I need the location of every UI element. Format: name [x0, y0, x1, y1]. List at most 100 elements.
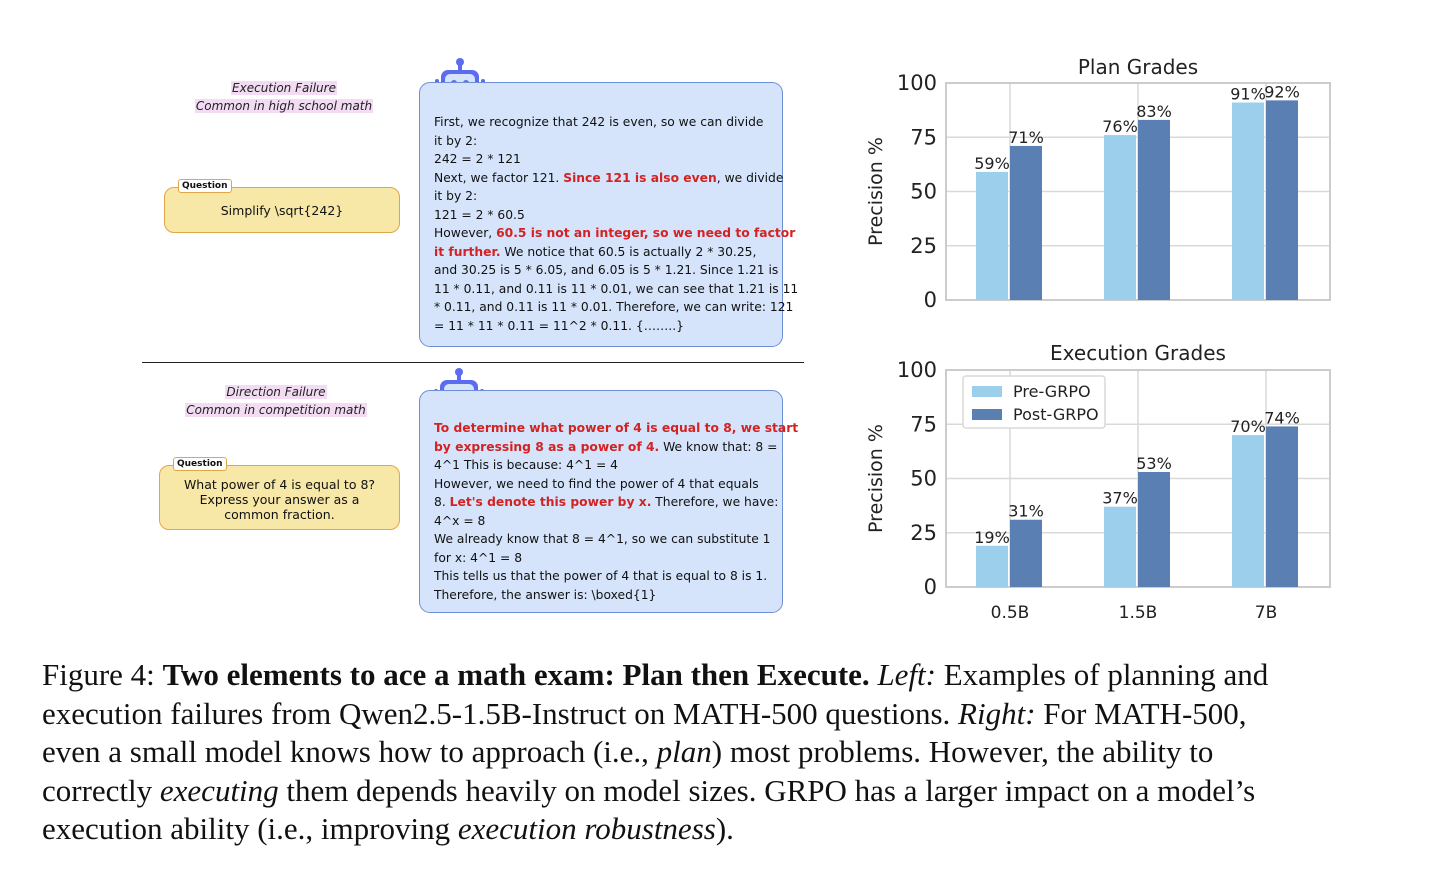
text-segment: execution failures from Qwen2.5-1.5B-Ins… — [42, 695, 959, 731]
x-tick-label: 0.5B — [991, 603, 1030, 623]
question-text-1: Simplify \sqrt{242} — [220, 202, 344, 218]
text-line: it further. We notice that 60.5 is actua… — [434, 243, 768, 262]
bar-value-label: 71% — [1008, 128, 1044, 147]
text-segment: them depends heavily on model sizes. GRP… — [278, 772, 1256, 808]
text-line: for x: 4^1 = 8 — [434, 549, 768, 568]
y-tick-label: 25 — [910, 234, 937, 258]
text-segment: Therefore, the answer is: \boxed{1} — [434, 587, 657, 602]
y-tick-label: 100 — [897, 71, 937, 95]
text-segment: even a small model knows how to approach… — [42, 734, 657, 769]
bar-pre-grpo — [976, 545, 1008, 587]
bar-post-grpo — [1138, 471, 1170, 587]
text-segment: * 0.11, and 0.11 is 11 * 0.01. Therefore… — [434, 300, 794, 314]
bar-pre-grpo — [1104, 135, 1136, 300]
y-tick-label: 75 — [910, 412, 937, 436]
text-segment: = 11 * 11 * 0.11 = 11^2 * 0.11. {……..} — [434, 318, 684, 333]
text-segment: First, we recognize that 242 is even, so… — [434, 115, 764, 129]
y-tick-label: 25 — [910, 521, 937, 545]
text-segment: execution robustness — [457, 811, 716, 846]
text-line: even a small model knows how to approach… — [42, 733, 1442, 772]
text-segment: We already know that 8 = 4^1, so we can … — [434, 532, 771, 546]
question-tag-2: Question — [173, 457, 227, 471]
text-segment: 242 = 2 * 121 — [434, 152, 521, 166]
failure-note-2: Common in competition math — [185, 403, 367, 417]
bar-value-label: 31% — [1008, 502, 1044, 521]
bar-post-grpo — [1138, 119, 1170, 300]
text-line: This tells us that the power of 4 that i… — [434, 567, 768, 586]
text-segment: However, — [434, 226, 497, 240]
text-segment: it by 2: — [434, 189, 478, 203]
text-line: Figure 4: Two elements to ace a math exa… — [42, 656, 1442, 695]
bar-pre-grpo — [1232, 102, 1264, 300]
answer-box-2: To determine what power of 4 is equal to… — [419, 390, 798, 613]
text-line: execution failures from Qwen2.5-1.5B-Ins… — [42, 695, 1442, 734]
text-segment: , we divide — [716, 170, 784, 185]
text-line: Next, we factor 121. Since 121 is also e… — [434, 169, 783, 188]
text-line: To determine what power of 4 is equal to… — [434, 419, 798, 438]
text-line: However, 60.5 is not an integer, so we n… — [434, 224, 795, 243]
bar-post-grpo — [1010, 145, 1042, 300]
bar-value-label: 91% — [1230, 85, 1266, 104]
text-segment: We know that: 8 = — [659, 439, 778, 454]
text-segment: Next, we factor 121. — [434, 170, 564, 185]
text-segment: plan — [656, 734, 712, 769]
answer-box-1: First, we recognize that 242 is even, so… — [419, 82, 798, 347]
text-segment: 4^1 This is because: 4^1 = 4 — [434, 458, 619, 472]
highlighted-text: it further. — [434, 244, 501, 259]
chart-title: Plan Grades — [1078, 55, 1198, 79]
y-tick-label: 0 — [924, 575, 937, 599]
y-tick-label: 100 — [897, 358, 937, 382]
text-line: and 30.25 is 5 * 6.05, and 6.05 is 5 * 1… — [434, 261, 778, 280]
failure-label-1: Execution Failure Common in high school … — [184, 79, 384, 115]
highlighted-text: 60.5 is not an integer, so we need to fa… — [496, 226, 796, 240]
highlighted-text: by expressing 8 as a power of 4. — [434, 439, 660, 454]
text-line: 4^1 This is because: 4^1 = 4 — [434, 456, 768, 475]
bar-value-label: 19% — [974, 528, 1010, 547]
text-segment: Examples of planning and — [936, 657, 1269, 692]
text-segment: and 30.25 is 5 * 6.05, and 6.05 is 5 * 1… — [434, 263, 779, 277]
question-box-2: What power of 4 is equal to 8? Express y… — [159, 465, 400, 530]
charts-svg: 0 25 50 75 100 Precision % Plan Grades 59% 76% 91… — [865, 55, 1331, 623]
text-segment: correctly — [42, 772, 160, 808]
text-segment: for x: 4^1 = 8 — [434, 550, 523, 565]
text-segment: We notice that 60.5 is actually 2 * 30.2… — [500, 244, 757, 259]
legend-label: Post-GRPO — [1013, 405, 1099, 424]
text-segment: This tells us that the power of 4 that i… — [434, 569, 768, 583]
highlighted-text: Let's denote this power by x. — [449, 495, 652, 509]
text-segment: Two elements to ace a math exam: Plan th… — [162, 657, 870, 692]
text-segment: it by 2: — [434, 133, 478, 148]
legend-swatch — [972, 409, 1002, 420]
text-line: * 0.11, and 0.11 is 11 * 0.01. Therefore… — [434, 298, 793, 317]
bar-post-grpo — [1266, 426, 1298, 587]
text-line: it by 2: — [434, 132, 768, 151]
text-line: correctly executing them depends heavily… — [42, 772, 1442, 811]
bar-pre-grpo — [976, 171, 1008, 300]
bar-value-label: 59% — [974, 154, 1010, 173]
text-segment: Figure 4: — [42, 657, 163, 692]
bar-value-label: 76% — [1102, 117, 1138, 136]
text-segment: Therefore, we have: — [651, 495, 779, 509]
bar-value-label: 74% — [1264, 408, 1300, 427]
question-tag-1: Question — [178, 179, 232, 193]
bar-pre-grpo — [1104, 506, 1136, 587]
text-segment: executing — [159, 772, 279, 808]
text-line: Therefore, the answer is: \boxed{1} — [434, 586, 768, 605]
text-segment: 121 = 2 * 60.5 — [434, 207, 525, 222]
chart-title: Execution Grades — [1050, 341, 1226, 365]
bar-value-label: 37% — [1102, 489, 1138, 508]
failure-type-2: Direction Failure — [225, 385, 327, 399]
bar-post-grpo — [1010, 519, 1042, 587]
text-line: 8. Let's denote this power by x. Therefo… — [434, 493, 778, 512]
bar-pre-grpo — [1232, 435, 1264, 587]
legend-label: Pre-GRPO — [1013, 382, 1091, 401]
text-segment: 4^x = 8 — [434, 513, 486, 528]
text-segment: However, we need to find the power of 4 … — [434, 476, 759, 491]
text-line: execution ability (i.e., improving execu… — [42, 810, 1442, 849]
failure-note-1: Common in high school math — [194, 99, 374, 113]
text-segment: execution ability (i.e., improving — [42, 811, 458, 846]
bar-value-label: 70% — [1230, 417, 1266, 436]
text-line: We already know that 8 = 4^1, so we can … — [434, 530, 771, 549]
text-segment: ). — [715, 811, 734, 846]
question-text-2: What power of 4 is equal to 8? Express y… — [183, 477, 376, 522]
bar-value-label: 83% — [1136, 102, 1172, 121]
